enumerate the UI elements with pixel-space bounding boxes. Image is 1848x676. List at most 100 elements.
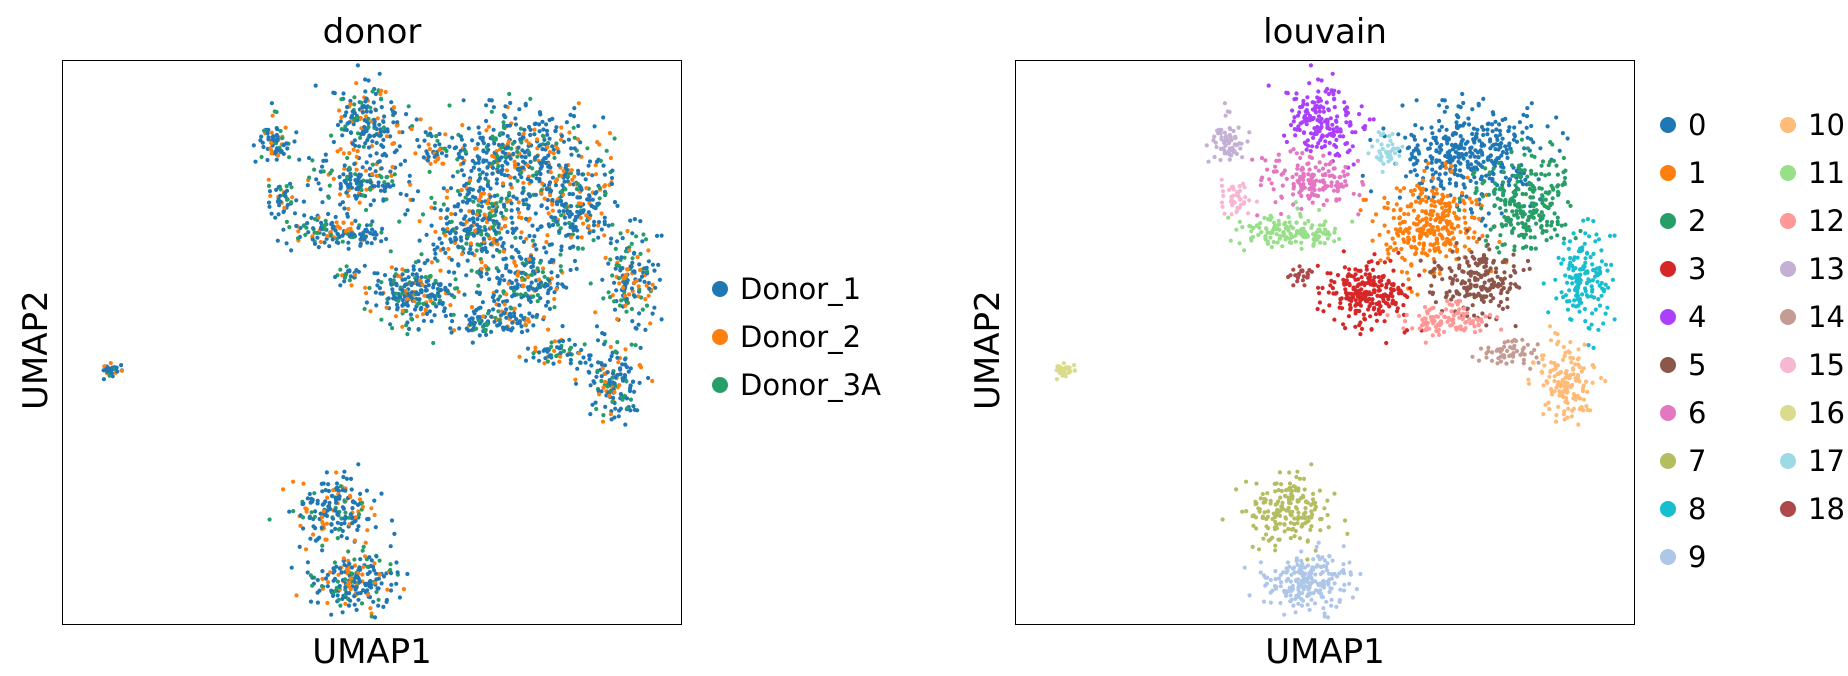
scatter-point xyxy=(1256,547,1262,552)
scatter-point xyxy=(521,198,526,203)
scatter-point xyxy=(1341,249,1346,254)
scatter-point xyxy=(1288,536,1293,541)
scatter-point xyxy=(609,236,614,241)
scatter-point xyxy=(557,359,562,364)
scatter-point xyxy=(1485,242,1490,247)
scatter-point xyxy=(1307,167,1312,172)
scatter-point xyxy=(1440,98,1445,103)
scatter-point xyxy=(1546,310,1551,315)
scatter-point xyxy=(1314,104,1320,109)
scatter-point xyxy=(467,197,472,202)
scatter-point xyxy=(389,173,394,178)
scatter-point xyxy=(324,158,329,163)
scatter-point xyxy=(556,150,561,155)
scatter-point xyxy=(498,199,503,204)
scatter-point xyxy=(429,319,434,324)
scatter-point xyxy=(1373,282,1378,287)
scatter-point xyxy=(344,536,350,541)
scatter-point xyxy=(305,496,310,501)
scatter-point xyxy=(371,198,376,203)
scatter-point xyxy=(572,218,577,223)
scatter-point xyxy=(1603,262,1608,267)
scatter-point xyxy=(1528,228,1533,233)
scatter-point xyxy=(312,241,318,246)
scatter-point xyxy=(461,173,466,178)
scatter-point xyxy=(496,164,501,169)
scatter-point xyxy=(1266,538,1271,543)
scatter-point xyxy=(1517,205,1522,210)
scatter-point xyxy=(406,326,412,331)
scatter-point xyxy=(1322,506,1327,511)
scatter-point xyxy=(1471,292,1476,297)
scatter-point xyxy=(323,537,328,542)
scatter-point xyxy=(304,225,309,230)
scatter-point xyxy=(460,199,466,204)
scatter-point xyxy=(1488,293,1493,298)
scatter-point xyxy=(325,234,330,239)
scatter-point xyxy=(348,274,353,279)
scatter-point xyxy=(498,313,503,318)
scatter-point xyxy=(1353,291,1358,296)
scatter-point xyxy=(352,161,357,167)
scatter-point xyxy=(1327,173,1332,178)
scatter-point xyxy=(354,196,359,201)
scatter-point xyxy=(1244,509,1249,514)
scatter-point xyxy=(328,171,333,176)
scatter-point xyxy=(1266,526,1271,531)
scatter-point xyxy=(614,288,619,293)
scatter-point xyxy=(514,278,519,283)
scatter-point xyxy=(1511,264,1516,269)
scatter-point xyxy=(1560,131,1565,136)
scatter-point xyxy=(326,580,331,585)
scatter-point xyxy=(1492,203,1497,208)
scatter-point xyxy=(1460,123,1466,128)
scatter-point xyxy=(512,313,517,319)
scatter-point xyxy=(1397,288,1403,293)
scatter-point xyxy=(369,506,374,511)
scatter-point xyxy=(330,237,335,242)
scatter-point xyxy=(313,526,318,531)
scatter-point xyxy=(597,185,602,191)
scatter-point xyxy=(1455,173,1460,178)
scatter-point xyxy=(1500,278,1505,283)
scatter-point xyxy=(1495,284,1501,289)
scatter-point xyxy=(1605,268,1610,273)
scatter-point xyxy=(429,223,434,228)
scatter-point xyxy=(646,259,652,264)
scatter-point xyxy=(1457,292,1462,297)
scatter-point xyxy=(1554,115,1559,120)
scatter-point xyxy=(1555,215,1560,220)
scatter-point xyxy=(353,172,358,177)
scatter-point xyxy=(320,200,325,205)
scatter-point xyxy=(373,571,379,576)
scatter-point xyxy=(1382,205,1387,210)
scatter-point xyxy=(1347,302,1353,307)
scatter-point xyxy=(611,395,616,401)
scatter-point xyxy=(1582,286,1588,291)
louvain-plot-area xyxy=(1015,60,1635,625)
scatter-point xyxy=(343,510,348,515)
scatter-point xyxy=(472,311,477,316)
scatter-point xyxy=(569,168,574,173)
scatter-point xyxy=(320,569,325,574)
scatter-point xyxy=(590,197,595,202)
scatter-point xyxy=(335,520,340,525)
scatter-point xyxy=(564,120,569,125)
scatter-point xyxy=(433,159,438,164)
scatter-point xyxy=(441,186,446,191)
scatter-point xyxy=(477,198,482,203)
scatter-point xyxy=(1522,168,1527,173)
scatter-point xyxy=(484,271,489,276)
scatter-point xyxy=(1566,266,1571,271)
scatter-point xyxy=(357,200,362,205)
scatter-point xyxy=(426,283,431,288)
scatter-point xyxy=(596,360,601,365)
scatter-point xyxy=(1493,181,1498,186)
scatter-point xyxy=(541,127,546,132)
scatter-point xyxy=(450,319,455,324)
scatter-point xyxy=(603,191,608,196)
scatter-point xyxy=(562,179,567,184)
scatter-point xyxy=(511,288,517,294)
scatter-point xyxy=(1603,311,1608,316)
scatter-point xyxy=(1301,177,1306,182)
